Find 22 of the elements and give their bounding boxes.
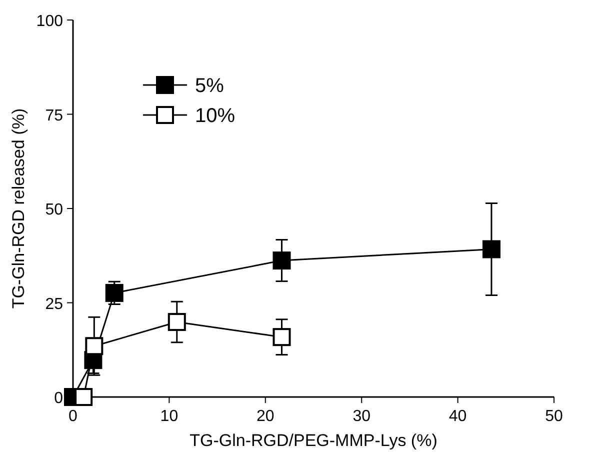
x-tick-label: 50 [545,408,563,425]
point [74,388,93,406]
legend-label: 5% [195,75,224,97]
x-tick-label: 0 [68,408,78,425]
point [272,252,291,270]
y-tick-label: 75 [45,107,64,124]
y-tick-label: 100 [36,13,64,30]
x-tick-label: 40 [448,408,467,425]
x-axis-title: TG-Gln-RGD/PEG-MMP-Lys (%) [190,431,438,450]
point [482,240,500,258]
x-tick-label: 10 [160,408,178,425]
y-tick-label: 0 [54,390,64,407]
legend-label: 10% [195,105,236,127]
y-axis-title: TG-Gln-RGD released (%) [9,108,28,309]
point [168,312,186,331]
x-tick-label: 30 [352,408,371,425]
x-tick-label: 20 [256,408,274,425]
point [272,328,291,346]
y-tick-label: 50 [45,202,64,218]
point [85,337,104,356]
point [105,284,124,302]
y-tick-label: 25 [45,296,64,313]
